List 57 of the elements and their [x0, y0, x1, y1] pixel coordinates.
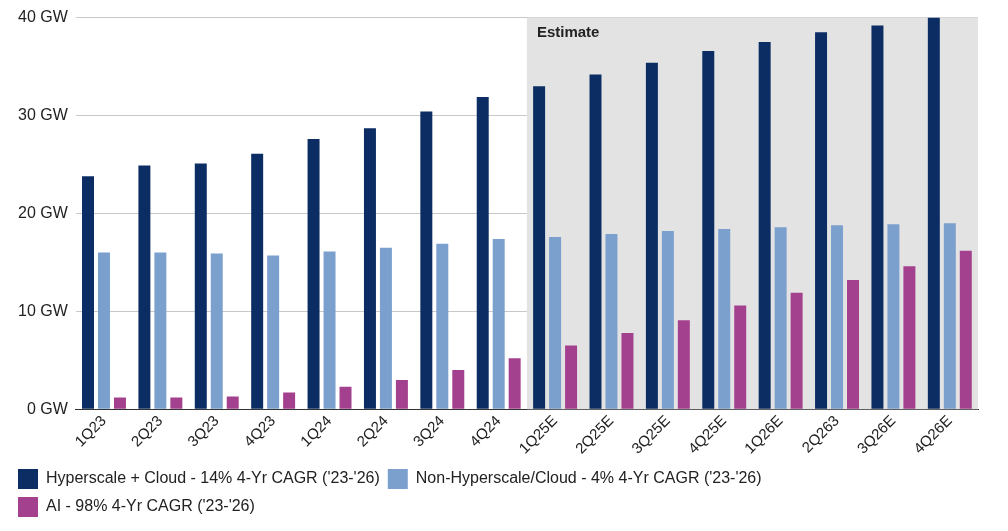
- bar: [138, 165, 151, 409]
- bar: [267, 255, 280, 409]
- bar: [677, 320, 690, 409]
- bar: [589, 74, 602, 409]
- y-tick-label: 20 GW: [17, 203, 69, 221]
- bar: [871, 25, 884, 409]
- bar: [758, 42, 771, 409]
- bar: [533, 86, 546, 409]
- bar: [903, 266, 916, 409]
- bar: [452, 370, 465, 409]
- bar: [82, 176, 94, 409]
- y-tick-label: 0 GW: [26, 399, 69, 417]
- bar: [436, 243, 449, 409]
- bar: [621, 332, 634, 409]
- bar: [734, 305, 747, 409]
- bar: [154, 252, 167, 409]
- bar: [943, 223, 956, 409]
- bar: [847, 280, 859, 409]
- bar: [645, 62, 658, 409]
- bar: [339, 386, 352, 409]
- bar: [251, 153, 264, 409]
- bar: [492, 238, 505, 409]
- bar: [323, 251, 336, 409]
- bar: [283, 392, 296, 409]
- bar: [549, 236, 562, 409]
- legend-label: AI - 98% 4-Yr CAGR ('23-'26): [46, 497, 255, 515]
- bar: [395, 379, 408, 409]
- bar: [210, 253, 223, 409]
- bar: [831, 225, 844, 409]
- bar: [420, 111, 433, 409]
- bar: [790, 292, 803, 409]
- bar: [194, 163, 207, 409]
- bar: [605, 233, 618, 409]
- bar: [959, 250, 972, 409]
- bar: [815, 32, 828, 409]
- legend-label: Hyperscale + Cloud - 14% 4-Yr CAGR ('23-'26): [46, 469, 380, 487]
- bar: [307, 139, 320, 409]
- legend-label: Non-Hyperscale/Cloud - 4% 4-Yr CAGR ('23-'26): [415, 469, 762, 487]
- bar: [508, 358, 521, 409]
- bar: [226, 396, 239, 409]
- bar: [170, 397, 183, 409]
- bar: [363, 128, 376, 409]
- bar: [113, 397, 126, 409]
- y-tick-label: 10 GW: [17, 301, 69, 319]
- bar: [718, 229, 731, 409]
- bar: [565, 345, 578, 409]
- bar: [774, 227, 787, 409]
- bar: [927, 17, 940, 409]
- bar: [379, 247, 392, 409]
- band-label: Estimate: [536, 23, 600, 41]
- y-tick-label: 30 GW: [17, 105, 69, 123]
- bar: [661, 231, 674, 409]
- bar: [476, 96, 489, 409]
- bar: [97, 252, 110, 409]
- bar: [887, 224, 900, 409]
- y-tick-label: 40 GW: [17, 8, 69, 26]
- bar: [702, 50, 715, 409]
